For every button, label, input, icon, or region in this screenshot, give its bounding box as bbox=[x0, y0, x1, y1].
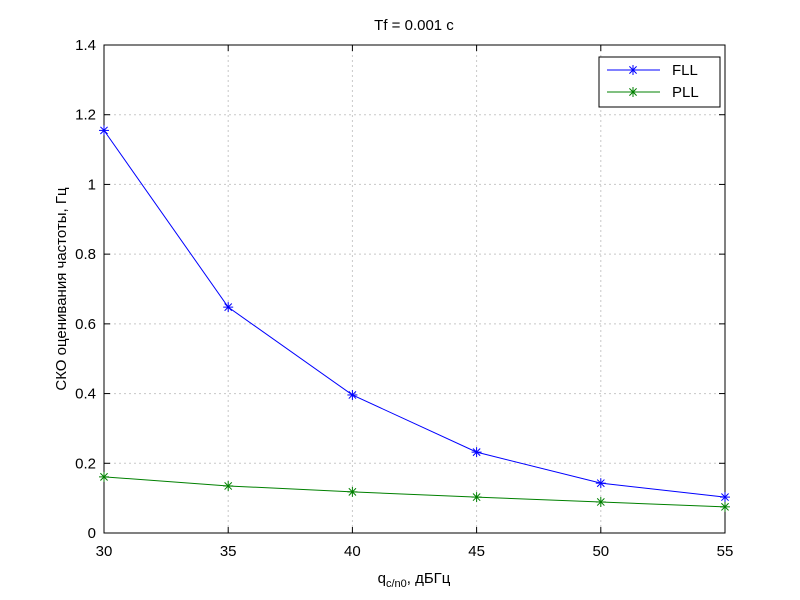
y-tick-label: 1.4 bbox=[75, 37, 96, 54]
data-point bbox=[595, 478, 606, 489]
marker-stroke bbox=[596, 479, 605, 488]
marker-stroke bbox=[348, 487, 357, 496]
data-point bbox=[720, 492, 730, 503]
y-tick-label: 1.2 bbox=[75, 107, 96, 124]
data-point bbox=[99, 125, 109, 136]
data-point bbox=[471, 447, 482, 458]
marker-stroke bbox=[224, 481, 233, 490]
series-line bbox=[103, 130, 726, 498]
chart-title: Tf = 0.001 c bbox=[374, 17, 454, 34]
marker-stroke bbox=[100, 126, 108, 135]
marker-stroke bbox=[629, 88, 637, 96]
marker-stroke bbox=[596, 498, 605, 506]
legend-box bbox=[598, 56, 721, 108]
marker-stroke bbox=[472, 493, 481, 502]
data-point bbox=[347, 389, 358, 400]
x-label-subscript: c/n0 bbox=[386, 578, 407, 590]
data-point bbox=[471, 492, 482, 503]
data-point bbox=[595, 496, 606, 507]
marker-stroke bbox=[348, 391, 357, 399]
marker-stroke bbox=[721, 493, 729, 502]
legend-label: FLL bbox=[672, 62, 698, 79]
y-tick-label: 0.8 bbox=[75, 246, 96, 263]
x-tick-label: 50 bbox=[592, 543, 609, 560]
plot-area bbox=[104, 45, 725, 533]
marker-stroke bbox=[472, 448, 481, 457]
data-point bbox=[223, 302, 234, 313]
x-label-suffix: , дБГц bbox=[407, 570, 451, 587]
x-tick-label: 30 bbox=[96, 543, 113, 560]
x-axis-label: qc/n0, дБГц bbox=[378, 570, 451, 590]
data-point bbox=[223, 480, 234, 491]
legend-label: PLL bbox=[672, 84, 699, 101]
marker-stroke bbox=[100, 472, 108, 481]
x-tick-label: 35 bbox=[220, 543, 237, 560]
y-tick-label: 0 bbox=[88, 525, 96, 542]
y-axis-label: СКО оценивания частоты, Гц bbox=[53, 187, 70, 391]
x-tick-label: 40 bbox=[344, 543, 361, 560]
legend-marker bbox=[628, 87, 638, 97]
y-tick-label: 1 bbox=[88, 176, 96, 193]
marker-stroke bbox=[721, 502, 729, 511]
axes-box bbox=[103, 44, 726, 534]
x-tick-label: 55 bbox=[717, 543, 734, 560]
legend-marker bbox=[628, 65, 638, 75]
data-point bbox=[99, 471, 109, 482]
y-tick-label: 0.6 bbox=[75, 316, 96, 333]
y-tick-label: 0.4 bbox=[75, 386, 96, 403]
series-line bbox=[103, 476, 726, 508]
x-tick-label: 45 bbox=[468, 543, 485, 560]
data-point bbox=[347, 486, 358, 497]
marker-stroke bbox=[224, 303, 233, 312]
legend: FLL PLL bbox=[598, 56, 721, 108]
data-point bbox=[720, 501, 730, 512]
y-tick-label: 0.2 bbox=[75, 455, 96, 472]
marker-stroke bbox=[629, 66, 637, 74]
x-label-base: q bbox=[378, 570, 386, 587]
